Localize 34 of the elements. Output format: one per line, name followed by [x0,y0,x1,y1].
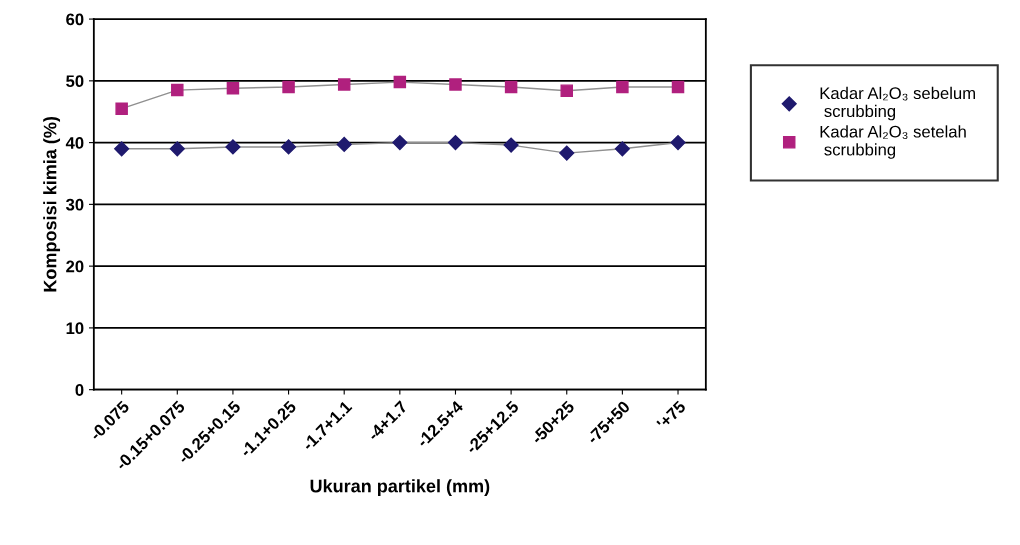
point [671,80,685,94]
point [559,145,575,161]
point [614,141,630,157]
legend-label: Kadar Al₂O₃ sebelum scrubbing [820,86,975,121]
point [504,80,518,94]
point [449,78,462,91]
x-tick-label: '+75 [656,400,687,431]
y-tick-label: 50 [66,75,84,88]
point [226,82,240,95]
point [225,139,241,155]
y-tick-label: 0 [75,384,84,396]
point [393,75,407,89]
y-tick-label: 40 [65,137,84,149]
point [337,78,351,91]
point [336,136,352,153]
x-axis-title: Ukuran partikel (mm) [310,479,490,496]
point [169,141,185,157]
y-tick-label: 10 [66,322,84,335]
point [503,137,519,153]
point [280,139,297,155]
point [670,135,686,151]
y-tick-label: 60 [66,13,84,26]
y-tick-label: 30 [65,198,84,211]
point [115,102,128,115]
y-tick-label: 20 [66,260,84,273]
y-axis-title: Komposisi kimia (%) [43,116,61,292]
point [392,135,408,151]
legend-label: Kadar Al₂O₃ setelah scrubbing [820,125,966,159]
point [171,83,184,97]
point [447,135,464,151]
point [560,84,573,97]
point [114,141,130,157]
point [616,80,629,94]
point [282,80,295,94]
